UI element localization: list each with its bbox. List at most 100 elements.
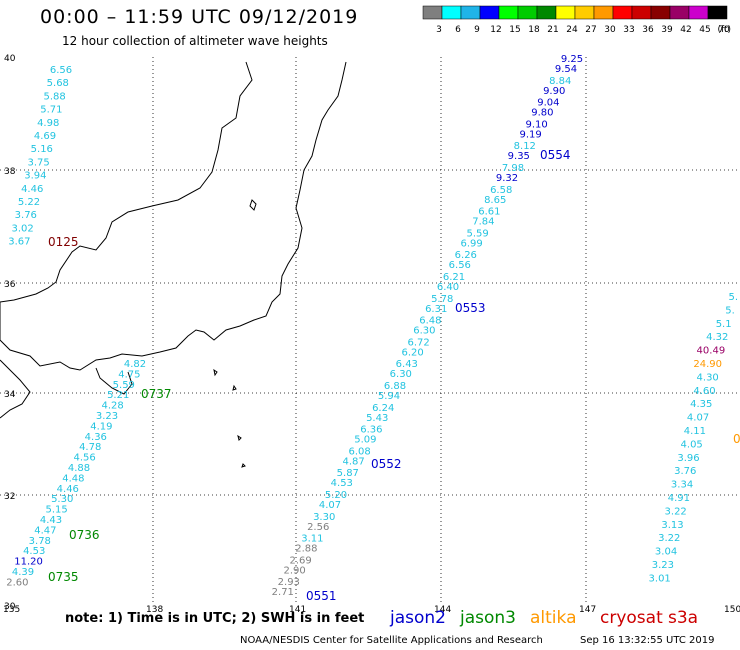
map-gridlines [0,57,740,605]
latitude-label: 38 [4,167,16,177]
wave-height-label: 3.22 [658,533,680,544]
wave-height-label: 6.48 [419,316,441,327]
legend-entry-jason2: jason2 [390,608,446,628]
main-track: 9.25 8.84 9.04 9.10 8.12 7.98 6.58 6.61 5.59 6.26… [272,54,583,603]
legend-entry-s3a: s3a [668,608,699,628]
colorbar-tick-label: 3 [436,25,442,35]
wave-height-label: 5. [728,292,738,303]
shikoku-kyushu-coastline [0,359,31,419]
wave-height-label: 4.88 [68,463,90,474]
colorbar-tick-label: 45 [699,25,710,35]
wave-height-label: 5.16 [31,144,53,155]
wave-height-label: 24.90 [693,359,722,370]
wave-height-label: 6.20 [401,347,423,358]
colorbar-tick-label: 39 [661,25,673,35]
wave-height-label: 4.82 [124,359,146,370]
pass-time-label: 0553 [455,301,486,315]
northwest-track: 6.56 5.68 5.88 5.71 4.98 4.69 5.16 3.75 3.94 4.46… [8,65,78,249]
wave-height-label: 6.36 [360,425,382,436]
peninsula-coastline [95,367,133,395]
pass-time-label: 0 [733,432,740,446]
longitude-label: 138 [146,605,163,615]
japan-coastline [0,61,347,468]
wave-height-label: 2.88 [295,544,317,555]
wave-height-label: 4.48 [62,473,84,484]
wave-height-label: 9.19 [519,129,541,140]
wave-height-label: 5.43 [366,413,388,424]
colorbar-tick-label: 30 [604,25,616,35]
wave-height-label: 9.80 [531,108,553,119]
colorbar-legend: 3 6 9 12 15 18 21 24 27 30 33 36 39 42 45 70(ft) [422,5,731,35]
wave-height-label: 4.39 [12,567,34,578]
latitude-label: 40 [4,54,16,64]
wave-height-label: 3.94 [24,171,46,182]
sado-island [249,199,257,211]
wave-height-label: 9.25 [561,54,583,65]
wave-height-label: 7.98 [502,163,524,174]
credit-line: NOAA/NESDIS Center for Satellite Applica… [240,635,543,646]
wave-height-label: 4.75 [118,369,140,380]
wave-height-label: 5.71 [40,105,62,116]
wave-height-label: 2.56 [307,522,329,533]
wave-height-label: 4.43 [40,515,62,526]
colorbar-tick-label: 33 [623,25,634,35]
wave-height-label: 6.08 [348,446,370,457]
wave-height-label: 3.22 [665,506,687,517]
wave-height-label: 4.07 [319,500,341,511]
wave-height-label: 2.90 [283,565,305,576]
wave-height-label: 4.46 [57,484,79,495]
wave-height-label: 3.23 [96,411,118,422]
pass-time-label: 0551 [306,589,337,603]
legend-entry-cryosat: cryosat [600,608,663,628]
wave-height-label: 3.76 [15,210,37,221]
wave-height-label: 9.90 [543,86,565,97]
wave-height-label: 6.31 [425,304,447,315]
latitude-labels: 40 38 36 34 32 30 [4,54,16,612]
pass-time-label: 0554 [540,148,571,162]
colorbar-tick-label: 36 [642,25,654,35]
wave-height-label: 5.22 [18,197,40,208]
colorbar-tick-label: 27 [585,25,596,35]
latitude-label: 30 [4,602,16,612]
wave-height-label: 4.28 [101,401,123,412]
wave-height-label: 2.69 [289,555,311,566]
izu-islands [213,368,246,468]
latitude-label: 32 [4,492,15,502]
wave-height-label: 6.24 [372,403,394,414]
longitude-labels: 135 138 141 144 147 150 [3,605,740,615]
wave-height-label: 4.35 [690,399,712,410]
wave-height-label: 5. [725,305,735,316]
wave-height-label: 5.59 [113,380,135,391]
wave-height-label: 9.32 [496,173,518,184]
wave-height-label: 3.13 [661,520,683,531]
wave-height-label: 4.53 [23,546,45,557]
page-subtitle: 12 hour collection of altimeter wave hei… [62,34,328,48]
wave-height-label: 5.68 [47,78,69,89]
pass-time-label: 0125 [48,235,79,249]
page-title: 00:00 – 11:59 UTC 09/12/2019 [40,6,359,28]
latitude-label: 36 [4,280,16,290]
wave-height-label: 5.21 [107,390,129,401]
pass-time-label: 0736 [69,528,100,542]
wave-height-label: 3.75 [27,157,49,168]
wave-height-label: 6.30 [413,326,435,337]
wave-height-label: 4.78 [79,442,101,453]
west-track: 4.824.755.595.214.283.234.194.364.784.56… [6,359,171,588]
wave-height-label: 4.30 [697,372,719,383]
generated-timestamp: Sep 16 13:32:55 UTC 2019 [580,635,715,646]
colorbar-tick-label: 6 [455,25,461,35]
wave-height-label: 4.60 [693,386,715,397]
legend-entry-jason3: jason3 [460,608,516,628]
longitude-label: 147 [579,605,596,615]
wave-height-label: 2.93 [278,577,300,588]
longitude-label: 150 [724,605,740,615]
wave-height-label: 7.84 [472,217,494,228]
wave-height-label: 8.84 [549,76,571,87]
wave-height-label: 5.30 [51,494,73,505]
pass-time-label: 0552 [371,457,402,471]
wave-height-label: 4.07 [687,413,709,424]
wave-height-label: 6.30 [390,369,412,380]
wave-height-label: 6.43 [396,359,418,370]
wave-height-label: 11.20 [14,557,43,568]
